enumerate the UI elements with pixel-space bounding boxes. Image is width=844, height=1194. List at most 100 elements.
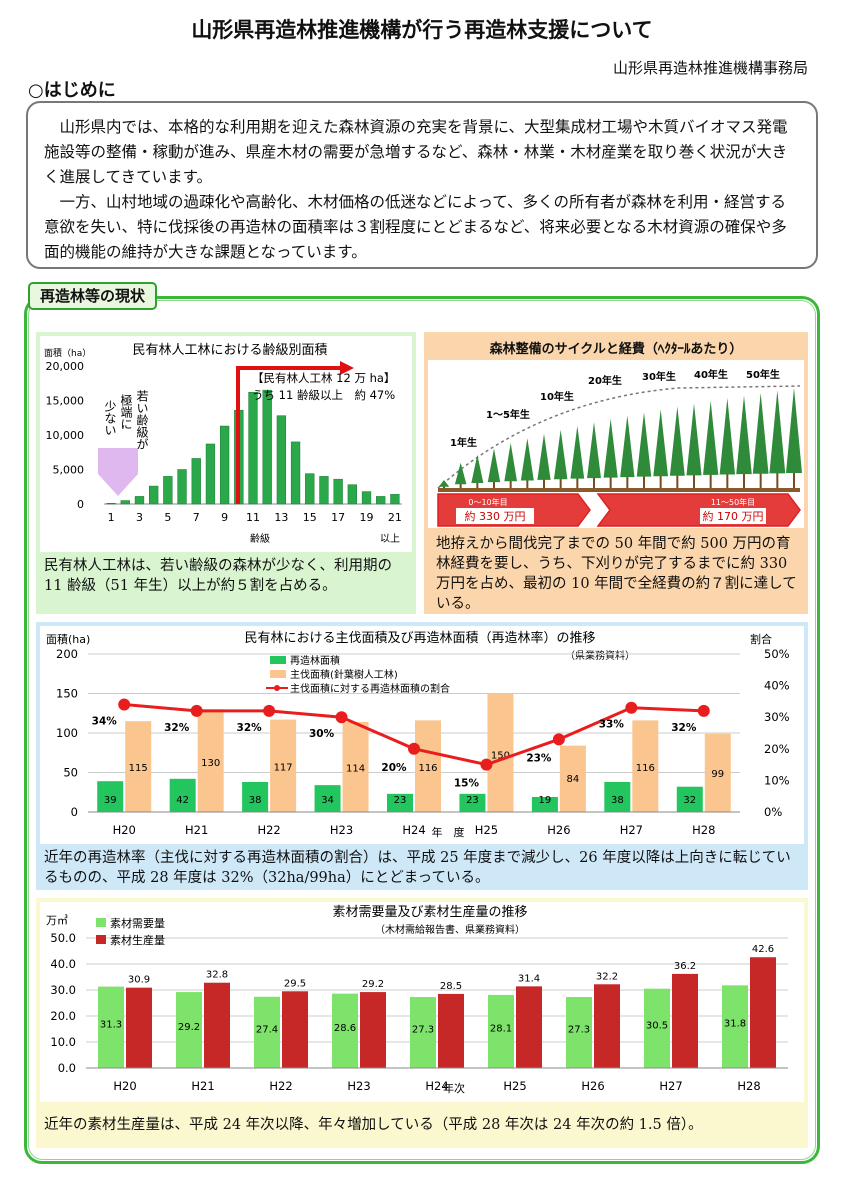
harvest-legend-marker (274, 685, 280, 691)
harvest-legend-swatch (270, 670, 286, 678)
material-y-tick-label: 10.0 (50, 1035, 76, 1049)
harvest-bar-cut (342, 721, 369, 812)
age-x-axis-label: 齢級 (250, 532, 270, 545)
material-chart-title: 素材需要量及び素材生産量の推移 (332, 904, 527, 920)
age-x-tick-label: 11 (246, 511, 260, 524)
harvest-x-tick-label: H21 (185, 823, 208, 837)
tree-trunk (643, 474, 645, 488)
age-callout-right-2: うち 11 齢級以上 約 47% (252, 388, 395, 402)
age-x-tick-label: 21 (388, 511, 402, 524)
tree (454, 462, 467, 485)
harvest-rate-point (263, 704, 276, 717)
age-callout-left: 少ない 極端に 若い齢級が (103, 390, 149, 450)
age-bar (191, 458, 201, 505)
section-tab-label: 再造林等の現状 (28, 282, 158, 310)
tree-age-label: 40年生 (694, 368, 728, 381)
tree-row (438, 388, 802, 488)
tree (603, 418, 618, 478)
age-x-tick-label: 5 (164, 511, 171, 524)
age-bar (333, 478, 343, 505)
organization-name: 山形県再造林推進機構事務局 (612, 59, 808, 77)
material-bar-demand-label: 30.5 (646, 1020, 668, 1031)
tree (520, 438, 534, 481)
age-bar (290, 441, 301, 505)
material-bar-production (282, 991, 308, 1068)
material-bar-production (594, 984, 620, 1068)
tree-age-label: 1年生 (450, 436, 477, 449)
age-bar (106, 503, 116, 505)
tree-age-label: 1～5年生 (486, 408, 530, 421)
harvest-chart-ylabel: 面積(ha) (46, 632, 90, 646)
material-bar-production-label: 32.8 (206, 970, 228, 981)
tree-trunk (443, 486, 445, 488)
harvest-chart-source: （県業務資料） (565, 649, 635, 662)
tree (636, 412, 652, 477)
harvest-y-tick-label: 100 (56, 726, 78, 740)
age-bar (205, 443, 216, 505)
harvest-rate-label: 33% (599, 719, 625, 731)
age-callout-left-col-2: 少ない (103, 400, 117, 436)
harvest-x-tick-label: H28 (692, 823, 715, 837)
age-x-end-label: 以上 (380, 533, 400, 545)
material-bar-production-label: 29.5 (284, 978, 306, 989)
tree-trunk (659, 473, 662, 488)
material-y-tick-label: 40.0 (50, 957, 76, 971)
age-bar (305, 473, 315, 505)
harvest-bar-cut-label: 150 (491, 751, 510, 762)
page-title: 山形県再造林推進機構が行う再造林支援について (191, 18, 653, 42)
tree-trunk (493, 480, 495, 488)
harvest-bar-cut (125, 721, 152, 812)
harvest-chart: 民有林における主伐面積及び再造林面積（再造林率）の推移 （県業務資料） 面積(h… (46, 630, 790, 839)
age-chart-ylabel: 面積（ha） (44, 347, 91, 359)
age-x-tick-label: 19 (360, 511, 374, 524)
tree (438, 480, 450, 487)
tree-trunk (743, 471, 745, 488)
age-y-tick-label: 5,000 (53, 464, 85, 477)
harvest-y-tick-label: 150 (56, 687, 78, 701)
harvest-y2-tick-label: 50% (764, 647, 790, 661)
cycle-illustration: 1年生 1～5年生 10年生 20年生 30年生 40年生 50年生 0～10年目 約 33… (437, 368, 802, 527)
material-bar-demand (644, 988, 670, 1068)
tree-trunk (593, 476, 595, 488)
cycle-panel-note: 地拵えから間伐完了までの 50 年間で約 500 万円の育林経費を要し、うち、下… (436, 536, 797, 612)
tree (487, 448, 501, 483)
status-section-frame-inner (28, 300, 816, 1160)
tree (669, 406, 685, 476)
age-bar (262, 389, 272, 505)
harvest-rate-label: 15% (454, 778, 480, 790)
age-chart-bars (106, 389, 400, 505)
age-bar (361, 491, 372, 505)
harvest-y2-tick-label: 10% (764, 773, 790, 787)
tree-trunk (726, 471, 729, 488)
harvest-legend-label: 主伐面積に対する再造林面積の割合 (290, 682, 450, 695)
material-x-tick-label: H26 (581, 1079, 604, 1093)
harvest-y2-tick-label: 20% (764, 742, 790, 756)
harvest-rate-point (118, 698, 131, 711)
harvest-x-tick-label: H23 (330, 823, 353, 837)
harvest-bar-cut-label: 115 (129, 763, 148, 774)
harvest-rate-label: 30% (309, 728, 335, 740)
harvest-bar-reforest (387, 793, 413, 812)
harvest-bar-reforest-label: 38 (611, 795, 624, 806)
material-legend-swatch (96, 935, 106, 944)
intro-box: 山形県内では、本格的な利用期を迎えた森林資源の充実を背景に、大型集成材工場や木質… (26, 101, 818, 269)
tree (587, 422, 601, 479)
material-x-tick-label: H21 (191, 1079, 214, 1093)
material-bar-demand (566, 997, 592, 1068)
intro-paragraph-2: 一方、山村地域の過疎化や高齢化、木材価格の低迷などによって、多くの所有者が森林を… (44, 193, 787, 261)
age-marker-arrowhead (340, 361, 354, 375)
age-bar (177, 469, 187, 505)
harvest-y2-tick-label: 30% (764, 710, 790, 724)
harvest-bar-cut (270, 719, 297, 812)
harvest-y-tick-label: 200 (56, 647, 78, 661)
material-chart-grid: 0.0 10.0 20.0 30.0 40.0 50.0 (50, 931, 788, 1075)
age-bar (376, 496, 386, 505)
cycle-arrow-2-bottom: 約 170 万円 (703, 509, 764, 523)
material-bar-demand (176, 992, 202, 1068)
harvest-y2-tick-label: 40% (764, 679, 790, 693)
material-legend-swatch (96, 918, 106, 927)
age-bar (163, 476, 173, 505)
age-x-tick-label: 17 (331, 511, 345, 524)
age-bar (248, 391, 258, 505)
